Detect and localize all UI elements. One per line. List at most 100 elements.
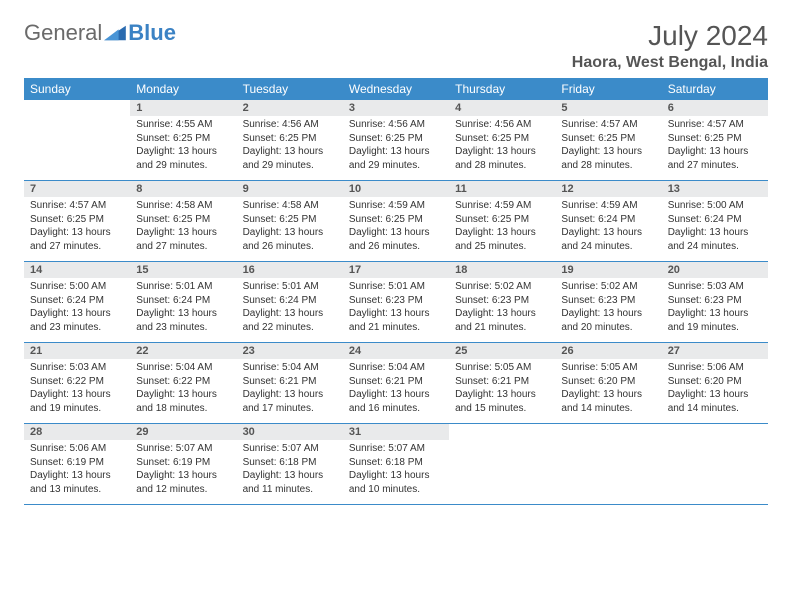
day-content: Sunrise: 4:58 AMSunset: 6:25 PMDaylight:… <box>130 197 236 261</box>
day-number: 23 <box>237 343 343 359</box>
day-content: Sunrise: 4:56 AMSunset: 6:25 PMDaylight:… <box>237 116 343 180</box>
brand-triangle-icon <box>104 24 126 42</box>
calendar-day: 19Sunrise: 5:02 AMSunset: 6:23 PMDayligh… <box>555 262 661 343</box>
day-content: Sunrise: 5:07 AMSunset: 6:18 PMDaylight:… <box>343 440 449 504</box>
calendar-day: 12Sunrise: 4:59 AMSunset: 6:24 PMDayligh… <box>555 181 661 262</box>
day-content: Sunrise: 4:57 AMSunset: 6:25 PMDaylight:… <box>555 116 661 180</box>
day-number: 13 <box>662 181 768 197</box>
day-content: Sunrise: 5:07 AMSunset: 6:18 PMDaylight:… <box>237 440 343 504</box>
day-content: Sunrise: 5:05 AMSunset: 6:20 PMDaylight:… <box>555 359 661 423</box>
calendar-empty <box>449 424 555 505</box>
weekday-header: Monday <box>130 78 236 100</box>
calendar-table: SundayMondayTuesdayWednesdayThursdayFrid… <box>24 78 768 505</box>
calendar-day: 24Sunrise: 5:04 AMSunset: 6:21 PMDayligh… <box>343 343 449 424</box>
weekday-header: Tuesday <box>237 78 343 100</box>
day-content: Sunrise: 5:01 AMSunset: 6:24 PMDaylight:… <box>130 278 236 342</box>
day-number: 28 <box>24 424 130 440</box>
day-content: Sunrise: 5:02 AMSunset: 6:23 PMDaylight:… <box>449 278 555 342</box>
month-title: July 2024 <box>572 20 768 52</box>
day-content: Sunrise: 5:00 AMSunset: 6:24 PMDaylight:… <box>24 278 130 342</box>
day-content: Sunrise: 5:03 AMSunset: 6:23 PMDaylight:… <box>662 278 768 342</box>
day-number: 29 <box>130 424 236 440</box>
day-content: Sunrise: 5:00 AMSunset: 6:24 PMDaylight:… <box>662 197 768 261</box>
calendar-day: 29Sunrise: 5:07 AMSunset: 6:19 PMDayligh… <box>130 424 236 505</box>
day-number: 1 <box>130 100 236 116</box>
day-number: 26 <box>555 343 661 359</box>
calendar-empty <box>555 424 661 505</box>
weekday-header: Wednesday <box>343 78 449 100</box>
calendar-day: 17Sunrise: 5:01 AMSunset: 6:23 PMDayligh… <box>343 262 449 343</box>
day-number: 3 <box>343 100 449 116</box>
calendar-day: 22Sunrise: 5:04 AMSunset: 6:22 PMDayligh… <box>130 343 236 424</box>
day-number: 2 <box>237 100 343 116</box>
title-block: July 2024 Haora, West Bengal, India <box>572 20 768 72</box>
day-content: Sunrise: 5:01 AMSunset: 6:24 PMDaylight:… <box>237 278 343 342</box>
calendar-day: 20Sunrise: 5:03 AMSunset: 6:23 PMDayligh… <box>662 262 768 343</box>
day-number: 7 <box>24 181 130 197</box>
day-content: Sunrise: 4:59 AMSunset: 6:25 PMDaylight:… <box>449 197 555 261</box>
calendar-day: 5Sunrise: 4:57 AMSunset: 6:25 PMDaylight… <box>555 100 661 181</box>
calendar-row: 28Sunrise: 5:06 AMSunset: 6:19 PMDayligh… <box>24 424 768 505</box>
calendar-day: 9Sunrise: 4:58 AMSunset: 6:25 PMDaylight… <box>237 181 343 262</box>
calendar-head: SundayMondayTuesdayWednesdayThursdayFrid… <box>24 78 768 100</box>
calendar-day: 13Sunrise: 5:00 AMSunset: 6:24 PMDayligh… <box>662 181 768 262</box>
weekday-header: Friday <box>555 78 661 100</box>
day-number: 31 <box>343 424 449 440</box>
calendar-day: 27Sunrise: 5:06 AMSunset: 6:20 PMDayligh… <box>662 343 768 424</box>
day-content: Sunrise: 5:06 AMSunset: 6:20 PMDaylight:… <box>662 359 768 423</box>
calendar-day: 28Sunrise: 5:06 AMSunset: 6:19 PMDayligh… <box>24 424 130 505</box>
calendar-row: 21Sunrise: 5:03 AMSunset: 6:22 PMDayligh… <box>24 343 768 424</box>
day-number: 10 <box>343 181 449 197</box>
day-number: 18 <box>449 262 555 278</box>
day-content: Sunrise: 5:05 AMSunset: 6:21 PMDaylight:… <box>449 359 555 423</box>
day-number: 22 <box>130 343 236 359</box>
day-number: 21 <box>24 343 130 359</box>
day-content: Sunrise: 5:04 AMSunset: 6:21 PMDaylight:… <box>343 359 449 423</box>
calendar-row: 7Sunrise: 4:57 AMSunset: 6:25 PMDaylight… <box>24 181 768 262</box>
day-number: 17 <box>343 262 449 278</box>
day-number: 19 <box>555 262 661 278</box>
calendar-day: 8Sunrise: 4:58 AMSunset: 6:25 PMDaylight… <box>130 181 236 262</box>
day-content: Sunrise: 5:01 AMSunset: 6:23 PMDaylight:… <box>343 278 449 342</box>
day-number: 27 <box>662 343 768 359</box>
day-content: Sunrise: 4:56 AMSunset: 6:25 PMDaylight:… <box>449 116 555 180</box>
day-number: 25 <box>449 343 555 359</box>
day-content: Sunrise: 4:57 AMSunset: 6:25 PMDaylight:… <box>662 116 768 180</box>
day-content: Sunrise: 4:59 AMSunset: 6:24 PMDaylight:… <box>555 197 661 261</box>
weekday-header: Sunday <box>24 78 130 100</box>
day-content: Sunrise: 5:04 AMSunset: 6:22 PMDaylight:… <box>130 359 236 423</box>
calendar-day: 7Sunrise: 4:57 AMSunset: 6:25 PMDaylight… <box>24 181 130 262</box>
calendar-day: 6Sunrise: 4:57 AMSunset: 6:25 PMDaylight… <box>662 100 768 181</box>
calendar-day: 23Sunrise: 5:04 AMSunset: 6:21 PMDayligh… <box>237 343 343 424</box>
calendar-day: 3Sunrise: 4:56 AMSunset: 6:25 PMDaylight… <box>343 100 449 181</box>
calendar-day: 1Sunrise: 4:55 AMSunset: 6:25 PMDaylight… <box>130 100 236 181</box>
day-number: 12 <box>555 181 661 197</box>
calendar-day: 30Sunrise: 5:07 AMSunset: 6:18 PMDayligh… <box>237 424 343 505</box>
day-content: Sunrise: 5:06 AMSunset: 6:19 PMDaylight:… <box>24 440 130 504</box>
calendar-day: 2Sunrise: 4:56 AMSunset: 6:25 PMDaylight… <box>237 100 343 181</box>
calendar-day: 21Sunrise: 5:03 AMSunset: 6:22 PMDayligh… <box>24 343 130 424</box>
day-content: Sunrise: 5:04 AMSunset: 6:21 PMDaylight:… <box>237 359 343 423</box>
day-number: 5 <box>555 100 661 116</box>
day-content: Sunrise: 4:57 AMSunset: 6:25 PMDaylight:… <box>24 197 130 261</box>
calendar-body: 1Sunrise: 4:55 AMSunset: 6:25 PMDaylight… <box>24 100 768 505</box>
day-number: 8 <box>130 181 236 197</box>
brand-logo: General Blue <box>24 20 176 46</box>
calendar-day: 26Sunrise: 5:05 AMSunset: 6:20 PMDayligh… <box>555 343 661 424</box>
weekday-header: Thursday <box>449 78 555 100</box>
calendar-empty <box>662 424 768 505</box>
weekday-row: SundayMondayTuesdayWednesdayThursdayFrid… <box>24 78 768 100</box>
brand-part2: Blue <box>128 20 176 46</box>
day-number: 24 <box>343 343 449 359</box>
calendar-empty <box>24 100 130 181</box>
day-number: 9 <box>237 181 343 197</box>
day-content: Sunrise: 4:55 AMSunset: 6:25 PMDaylight:… <box>130 116 236 180</box>
day-content: Sunrise: 4:58 AMSunset: 6:25 PMDaylight:… <box>237 197 343 261</box>
weekday-header: Saturday <box>662 78 768 100</box>
calendar-day: 14Sunrise: 5:00 AMSunset: 6:24 PMDayligh… <box>24 262 130 343</box>
day-content: Sunrise: 5:03 AMSunset: 6:22 PMDaylight:… <box>24 359 130 423</box>
day-content <box>24 104 130 162</box>
calendar-day: 4Sunrise: 4:56 AMSunset: 6:25 PMDaylight… <box>449 100 555 181</box>
calendar-row: 1Sunrise: 4:55 AMSunset: 6:25 PMDaylight… <box>24 100 768 181</box>
calendar-day: 25Sunrise: 5:05 AMSunset: 6:21 PMDayligh… <box>449 343 555 424</box>
